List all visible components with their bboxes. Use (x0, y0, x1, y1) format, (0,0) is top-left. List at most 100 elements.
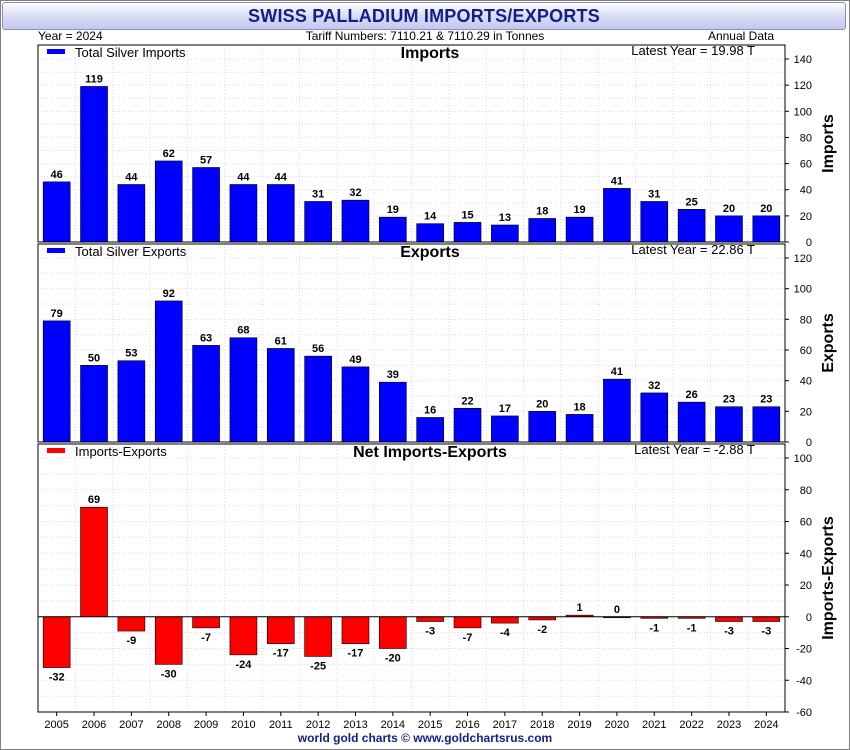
x-label-2024: 2024 (754, 719, 778, 731)
net-imports-exports-bar-2024 (752, 616, 781, 622)
net-imports-exports-plot-area (38, 444, 785, 712)
imports-label-2019: 19 (573, 204, 585, 216)
exports-bar-2015 (416, 417, 444, 443)
exports-panel-border (37, 243, 786, 443)
net-imports-exports-label-2024: -3 (761, 626, 771, 638)
imports-ytick-label: 100 (794, 106, 812, 118)
net-imports-exports-bar-2006 (80, 506, 108, 618)
imports-bar-2005 (42, 181, 71, 243)
exports-label-2009: 63 (200, 332, 212, 344)
exports-bar-2017 (491, 415, 519, 443)
imports-bar-2013 (341, 199, 370, 243)
imports-legend-label: Total Silver Imports (75, 45, 186, 60)
net-imports-exports-label-2013: -17 (348, 648, 364, 660)
exports-label-2007: 53 (125, 348, 137, 360)
exports-label-2022: 26 (686, 389, 698, 401)
net-imports-exports-label-2015: -3 (425, 626, 435, 638)
year-label: Year = 2024 (38, 29, 103, 43)
exports-ytick-label: 100 (794, 284, 812, 296)
imports-label-2023: 20 (723, 203, 735, 215)
net-imports-exports-label-2020: 0 (614, 604, 620, 616)
net-imports-exports-ytick-label: 100 (794, 453, 812, 465)
exports-ytick-label: 80 (800, 314, 812, 326)
imports-ytick-label: 60 (800, 159, 812, 171)
net-imports-exports-label-2014: -20 (385, 653, 401, 665)
x-label-2012: 2012 (306, 719, 330, 731)
imports-label-2008: 62 (163, 148, 175, 160)
imports-panel-title: Imports (401, 45, 460, 62)
exports-bar-2009 (192, 345, 220, 443)
net-imports-exports-ytick-label: -60 (796, 707, 812, 719)
imports-y-axis-title: Imports (820, 114, 837, 173)
exports-bar-2012 (304, 355, 332, 443)
imports-label-2011: 44 (275, 171, 288, 183)
imports-label-2005: 46 (51, 169, 63, 181)
exports-bar-2006 (80, 365, 108, 443)
net-imports-exports-bar-2012 (304, 616, 332, 657)
net-imports-exports-label-2016: -7 (463, 632, 473, 644)
imports-bar-2023 (715, 215, 743, 243)
imports-bar-2021 (640, 201, 669, 243)
imports-bar-2007 (117, 184, 146, 243)
imports-bar-2022 (677, 209, 706, 243)
imports-bar-2006 (80, 86, 108, 243)
exports-legend-label: Total Silver Exports (75, 244, 187, 259)
frequency-label: Annual Data (707, 29, 774, 43)
footer-credit: world gold charts © www.goldchartsrus.co… (297, 731, 553, 745)
net-imports-exports-label-2010: -24 (235, 659, 252, 671)
net-imports-exports-label-2022: -1 (687, 622, 697, 634)
x-label-2014: 2014 (381, 719, 405, 731)
exports-bar-2024 (752, 406, 781, 443)
x-label-2015: 2015 (418, 719, 442, 731)
net-imports-exports-bar-2023 (715, 616, 743, 622)
exports-bar-2008 (154, 300, 183, 443)
exports-label-2011: 61 (275, 335, 287, 347)
x-label-2021: 2021 (642, 719, 666, 731)
net-imports-exports-label-2009: -7 (201, 632, 211, 644)
exports-label-2020: 41 (611, 366, 623, 378)
net-imports-exports-y-axis-title: Imports-Exports (820, 516, 837, 640)
net-imports-exports-label-2008: -30 (161, 668, 177, 680)
imports-bar-2018 (528, 218, 557, 243)
x-label-2005: 2005 (44, 719, 68, 731)
net-imports-exports-label-2011: -17 (273, 648, 289, 660)
net-imports-exports-ytick-label: 20 (800, 580, 812, 592)
exports-label-2005: 79 (51, 308, 63, 320)
imports-bar-2015 (416, 223, 444, 243)
net-imports-exports-ytick-label: -20 (796, 644, 812, 656)
exports-ytick-label: 0 (806, 437, 812, 449)
imports-ytick-label: 20 (800, 211, 812, 223)
imports-label-2012: 31 (312, 188, 324, 200)
exports-label-2019: 18 (573, 401, 585, 413)
imports-bar-2020 (603, 188, 631, 243)
exports-bar-2021 (640, 392, 669, 443)
net-imports-exports-bar-2010 (229, 616, 258, 656)
x-label-2017: 2017 (493, 719, 517, 731)
imports-panel-border (37, 44, 786, 243)
x-label-2016: 2016 (455, 719, 479, 731)
net-imports-exports-label-2006: 69 (88, 494, 100, 506)
net-imports-exports-panel-border (37, 443, 786, 713)
imports-bar-2010 (229, 184, 258, 243)
exports-bar-2010 (229, 337, 258, 443)
exports-bar-2019 (565, 414, 594, 443)
imports-label-2020: 41 (611, 175, 623, 187)
chart-title: SWISS PALLADIUM IMPORTS/EXPORTS (248, 6, 600, 26)
imports-bar-2008 (154, 160, 183, 243)
x-label-2013: 2013 (343, 719, 367, 731)
exports-label-2016: 22 (461, 395, 473, 407)
imports-label-2016: 15 (461, 209, 473, 221)
imports-bar-2012 (304, 201, 332, 243)
x-label-2010: 2010 (231, 719, 255, 731)
net-imports-exports-ytick-label: -40 (796, 675, 812, 687)
x-label-2011: 2011 (269, 719, 293, 731)
exports-ytick-label: 120 (794, 253, 812, 265)
exports-bar-2005 (42, 320, 71, 443)
exports-bar-2013 (341, 366, 370, 443)
net-imports-exports-legend-swatch (47, 448, 65, 453)
imports-ytick-label: 80 (800, 132, 812, 144)
exports-bar-2018 (528, 411, 557, 443)
imports-label-2010: 44 (237, 171, 250, 183)
imports-bar-2011 (266, 184, 295, 243)
